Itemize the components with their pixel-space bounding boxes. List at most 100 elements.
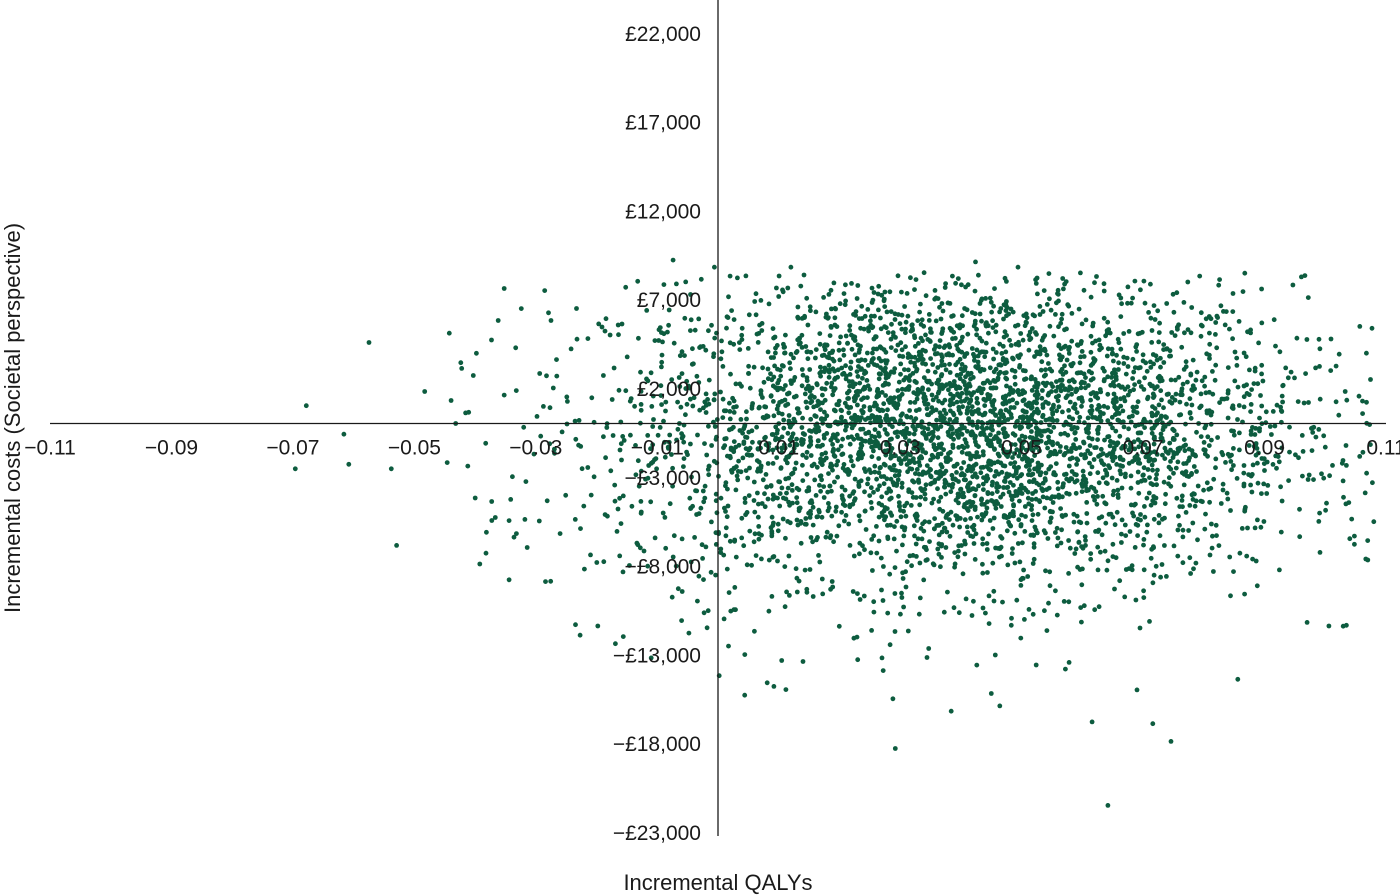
data-point [827, 351, 832, 356]
data-point [1235, 384, 1241, 390]
data-point [589, 395, 595, 401]
data-point [921, 577, 927, 583]
data-point [799, 345, 805, 350]
data-point [989, 309, 994, 315]
data-point [564, 394, 570, 400]
data-point [1183, 359, 1189, 365]
data-point [1017, 498, 1022, 504]
data-point [794, 436, 799, 442]
data-point [1161, 342, 1167, 347]
data-point [731, 439, 737, 444]
data-point [843, 363, 848, 369]
data-point [882, 304, 888, 309]
data-point [1287, 424, 1292, 430]
data-point [920, 338, 925, 344]
data-point [702, 495, 708, 501]
data-point [1032, 419, 1037, 424]
data-point [1023, 487, 1029, 493]
data-point [782, 344, 787, 350]
data-point [806, 488, 812, 493]
data-point [713, 572, 718, 578]
data-point [670, 554, 676, 560]
data-point [959, 338, 964, 344]
data-point [1065, 421, 1071, 427]
data-point [946, 387, 951, 393]
data-point [837, 357, 843, 363]
data-point [925, 426, 931, 432]
data-point [1190, 357, 1196, 363]
data-point [810, 594, 816, 599]
data-point [939, 441, 944, 447]
data-point [859, 357, 864, 363]
data-point [1246, 472, 1251, 477]
data-point [887, 642, 893, 648]
data-point [1102, 548, 1108, 554]
data-point [1181, 437, 1187, 442]
data-point [948, 397, 953, 403]
data-point [825, 489, 831, 495]
data-point [706, 377, 712, 383]
data-point [949, 472, 955, 478]
data-point [940, 326, 946, 332]
data-point [996, 430, 1001, 436]
data-point [659, 364, 664, 370]
data-point [628, 432, 633, 438]
data-point [1184, 401, 1189, 407]
data-point [1051, 424, 1057, 430]
data-point [732, 537, 738, 543]
data-point [614, 529, 620, 534]
data-point [1108, 438, 1113, 444]
data-point [836, 398, 842, 404]
data-point [1156, 520, 1162, 526]
data-point [670, 257, 676, 263]
data-point [688, 328, 693, 333]
data-point [892, 591, 898, 596]
data-point [891, 536, 897, 542]
data-point [1293, 452, 1298, 458]
data-point [832, 386, 838, 391]
data-point [1052, 494, 1058, 500]
data-point [1073, 446, 1079, 452]
data-point [718, 546, 724, 552]
data-point [871, 609, 877, 615]
data-point [858, 445, 864, 451]
data-point [838, 334, 843, 340]
data-point [947, 533, 953, 539]
data-point [1133, 597, 1139, 603]
data-point [991, 588, 997, 594]
data-point [1078, 385, 1084, 391]
data-point [779, 485, 785, 491]
data-point [669, 452, 674, 457]
data-point [629, 503, 635, 509]
data-point [1041, 373, 1047, 379]
data-point [1030, 532, 1036, 538]
data-point [822, 416, 828, 422]
data-point [1197, 273, 1203, 279]
data-point [1057, 385, 1063, 391]
data-point [1130, 510, 1135, 516]
data-point [814, 464, 820, 470]
data-point [1086, 383, 1091, 388]
data-point [1089, 464, 1095, 470]
data-point [1097, 387, 1103, 392]
data-point [772, 363, 777, 369]
data-point [884, 476, 890, 482]
data-point [832, 315, 838, 321]
data-point [1056, 298, 1061, 304]
data-point [1088, 333, 1094, 339]
data-point [1175, 553, 1181, 559]
data-point [1012, 530, 1018, 536]
data-point [816, 509, 822, 515]
data-point [892, 629, 898, 634]
data-point [574, 336, 580, 342]
data-point [612, 498, 618, 504]
data-point [1075, 529, 1080, 535]
data-point [1006, 409, 1012, 415]
data-point [883, 452, 889, 458]
data-point [972, 358, 977, 363]
data-point [521, 424, 527, 430]
data-point [1051, 333, 1057, 339]
data-point [1030, 471, 1036, 477]
data-point [734, 473, 740, 479]
data-point [871, 356, 876, 361]
